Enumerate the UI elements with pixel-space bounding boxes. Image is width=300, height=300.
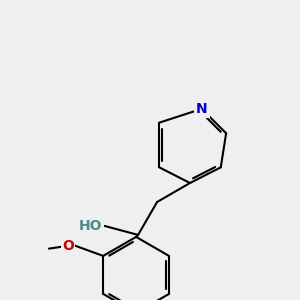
Text: O: O: [62, 238, 74, 253]
Text: N: N: [196, 102, 208, 116]
Text: HO: HO: [79, 219, 102, 233]
